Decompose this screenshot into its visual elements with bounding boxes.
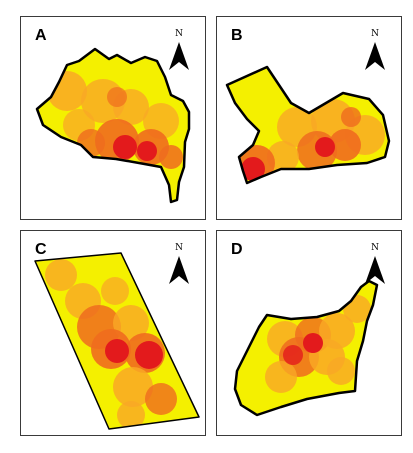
map-panel-b: B N [216,16,402,220]
density-map-a [35,47,191,204]
north-arrow-label: N [371,29,379,39]
density-map-b [225,65,391,185]
density-map-c [34,252,200,430]
north-arrow-c: N [167,243,191,287]
map-panel-d: D N [216,230,402,436]
north-arrow-icon [169,256,189,284]
north-arrow-icon [365,42,385,70]
north-arrow-icon [365,256,385,284]
panel-label-b: B [231,27,243,44]
map-panel-c: C N [20,230,206,436]
north-arrow-b: N [363,29,387,73]
panel-label-a: A [35,27,47,44]
density-map-d [233,279,379,417]
map-panel-a: A N [20,16,206,220]
panel-label-d: D [231,241,243,258]
north-arrow-label: N [175,29,183,39]
panel-label-c: C [35,241,47,258]
north-arrow-label: N [175,243,183,253]
north-arrow-d: N [363,243,387,287]
north-arrow-label: N [371,243,379,253]
north-arrow-icon [169,42,189,70]
north-arrow-a: N [167,29,191,73]
